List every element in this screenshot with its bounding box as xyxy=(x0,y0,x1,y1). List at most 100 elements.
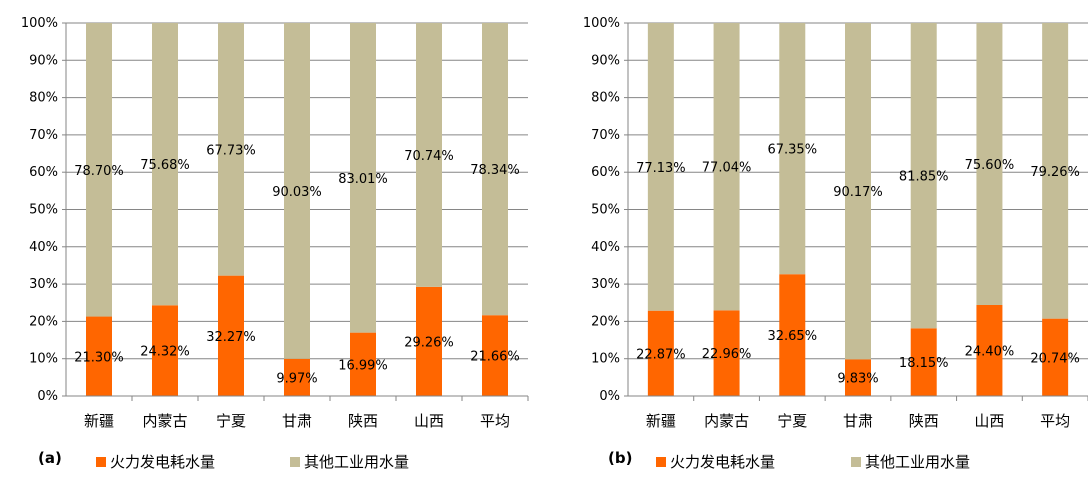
bar-thermal xyxy=(416,286,442,396)
y-tick-label: 100% xyxy=(21,16,58,31)
bar-other xyxy=(976,23,1003,305)
y-tick-label: 90% xyxy=(29,53,58,68)
chart-panel-a: 0% 10% 20% 30% 40% 50% 60% 70% 80% 90% 100% 新疆 21.30… xyxy=(21,16,529,471)
bar-other xyxy=(416,23,442,287)
legend-label-thermal: 火力发电耗水量 xyxy=(670,453,775,471)
bar-other xyxy=(845,23,871,360)
x-tick-label: 新疆 xyxy=(84,412,114,430)
y-tick-label: 40% xyxy=(29,240,58,255)
y-tick-label: 60% xyxy=(591,165,620,180)
data-label-other: 75.68% xyxy=(140,158,190,173)
bar-thermal xyxy=(647,310,674,396)
bar-other xyxy=(713,23,740,311)
y-tick-label: 70% xyxy=(29,128,58,143)
bar-other xyxy=(482,23,508,316)
data-label-thermal: 22.87% xyxy=(636,347,686,362)
y-tick-label: 20% xyxy=(591,314,620,329)
x-tick-label: 平均 xyxy=(1040,412,1070,430)
x-tick-label: 内蒙古 xyxy=(142,412,187,430)
chart-panel-b: 0% 10% 20% 30% 40% 50% 60% 70% 80% 90% 100% 新疆 22.87… xyxy=(583,16,1088,471)
bar-other xyxy=(86,23,112,317)
data-label-other: 79.26% xyxy=(1030,165,1080,180)
y-tick-label: 10% xyxy=(591,352,620,367)
bar-other xyxy=(152,23,178,306)
y-tick-label: 50% xyxy=(29,203,58,218)
bar-thermal xyxy=(86,316,112,396)
y-tick-label: 90% xyxy=(591,53,620,68)
x-tick-label: 新疆 xyxy=(646,412,676,430)
data-label-thermal: 32.65% xyxy=(767,329,817,344)
bar-other xyxy=(779,23,806,275)
data-label-other: 70.74% xyxy=(404,149,454,164)
legend-label-other: 其他工业用水量 xyxy=(865,453,970,471)
data-label-thermal: 21.66% xyxy=(470,350,520,365)
data-label-thermal: 32.27% xyxy=(206,330,256,345)
x-tick-label: 陕西 xyxy=(909,412,939,430)
y-tick-label: 40% xyxy=(591,240,620,255)
data-label-other: 77.04% xyxy=(702,161,752,176)
data-label-thermal: 16.99% xyxy=(338,358,388,373)
x-tick-label: 甘肃 xyxy=(282,412,312,430)
data-label-other: 78.70% xyxy=(74,164,124,179)
legend-label-other: 其他工业用水量 xyxy=(304,453,409,471)
bar-thermal xyxy=(218,275,244,396)
y-tick-label: 70% xyxy=(591,128,620,143)
data-label-thermal: 9.83% xyxy=(837,372,878,387)
legend-swatch-other xyxy=(851,457,861,467)
x-tick-label: 甘肃 xyxy=(843,412,873,430)
bar-other xyxy=(647,23,674,311)
bar-other xyxy=(284,23,310,359)
data-label-thermal: 22.96% xyxy=(702,347,752,362)
bar-thermal xyxy=(482,315,508,396)
y-tick-label: 50% xyxy=(591,203,620,218)
panel-label: (b) xyxy=(608,449,632,467)
y-tick-label: 100% xyxy=(583,16,620,31)
y-tick-label: 80% xyxy=(29,91,58,106)
data-label-other: 77.13% xyxy=(636,161,686,176)
legend-swatch-thermal xyxy=(96,457,106,467)
data-label-other: 75.60% xyxy=(965,158,1015,173)
data-label-thermal: 21.30% xyxy=(74,350,124,365)
data-label-other: 67.35% xyxy=(767,143,817,158)
data-label-other: 90.17% xyxy=(833,185,883,200)
data-label-other: 90.03% xyxy=(272,185,322,200)
bar-thermal xyxy=(713,310,740,396)
legend-label-thermal: 火力发电耗水量 xyxy=(110,453,215,471)
x-tick-label: 平均 xyxy=(480,412,510,430)
bar-thermal xyxy=(1042,318,1069,396)
x-tick-label: 宁夏 xyxy=(216,412,246,430)
bar-thermal xyxy=(910,328,937,396)
x-tick-label: 宁夏 xyxy=(777,412,807,430)
panel-label: (a) xyxy=(38,449,62,467)
x-tick-label: 内蒙古 xyxy=(704,412,749,430)
bar-thermal xyxy=(350,332,376,396)
data-label-other: 67.73% xyxy=(206,143,256,158)
y-tick-label: 0% xyxy=(37,389,58,404)
bar-thermal xyxy=(284,358,310,396)
y-tick-label: 80% xyxy=(591,91,620,106)
bar-other xyxy=(218,23,244,276)
bar-other xyxy=(1042,23,1069,319)
legend-swatch-thermal xyxy=(656,457,666,467)
x-tick-label: 陕西 xyxy=(348,412,378,430)
legend-swatch-other xyxy=(290,457,300,467)
y-tick-label: 30% xyxy=(29,277,58,292)
y-tick-label: 0% xyxy=(599,389,620,404)
y-tick-label: 30% xyxy=(591,277,620,292)
y-tick-label: 20% xyxy=(29,314,58,329)
x-tick-label: 山西 xyxy=(974,412,1004,430)
bar-thermal xyxy=(779,274,806,396)
data-label-other: 78.34% xyxy=(470,163,520,178)
bar-thermal xyxy=(152,305,178,396)
y-tick-label: 60% xyxy=(29,165,58,180)
data-label-thermal: 24.32% xyxy=(140,345,190,360)
bar-other xyxy=(350,23,376,333)
bar-thermal xyxy=(845,359,871,396)
data-label-thermal: 20.74% xyxy=(1030,351,1080,366)
data-label-other: 83.01% xyxy=(338,172,388,187)
data-label-other: 81.85% xyxy=(899,170,949,185)
bar-other xyxy=(910,23,937,329)
bar-thermal xyxy=(976,304,1003,396)
data-label-thermal: 18.15% xyxy=(899,356,949,371)
